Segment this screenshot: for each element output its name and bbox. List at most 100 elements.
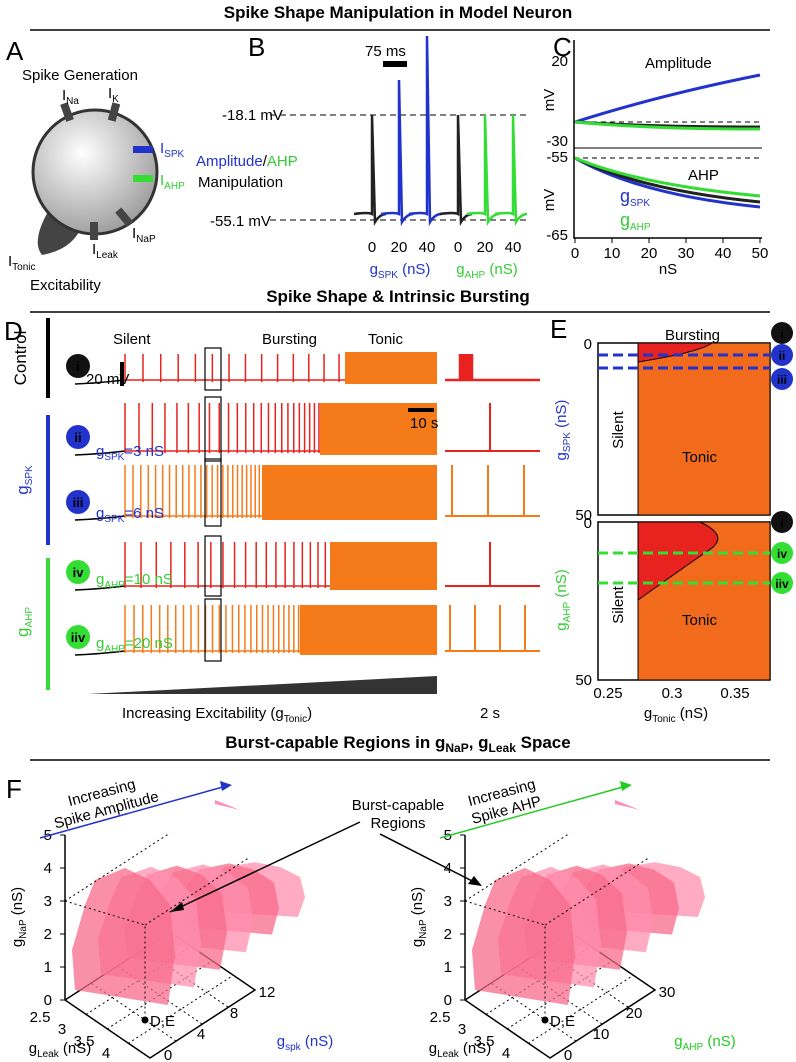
annotation: Burst-capable xyxy=(352,797,445,814)
tick-label: 8 xyxy=(230,1005,238,1022)
arrowhead xyxy=(620,781,632,791)
tick-label: 0 xyxy=(564,1047,572,1062)
panel-letter: E xyxy=(550,314,567,344)
highlight-box xyxy=(204,535,222,597)
label: Bursting xyxy=(665,327,720,344)
marker xyxy=(771,344,793,366)
label-part: (nS) xyxy=(301,1033,334,1050)
marker-label: ii xyxy=(779,349,786,363)
tick-label: 20 xyxy=(477,239,494,256)
tick-label: 50 xyxy=(752,245,769,262)
label: -18.1 mV xyxy=(222,107,283,124)
arrow xyxy=(439,784,631,839)
dendrite xyxy=(37,205,80,255)
traces xyxy=(353,35,528,227)
label: -55.1 mV xyxy=(210,213,271,230)
channel xyxy=(133,175,153,182)
marker-label: iii xyxy=(73,495,84,510)
floor-grid xyxy=(127,975,234,1044)
tick-label: 2.5 xyxy=(430,1009,451,1026)
panel-letter: A xyxy=(6,36,24,66)
label: INaP xyxy=(132,225,156,245)
tick-label: 20 xyxy=(626,1005,643,1022)
snippet xyxy=(445,354,540,382)
marker-label: ii xyxy=(74,430,81,445)
label: ITonic xyxy=(8,253,36,273)
tick-label: 40 xyxy=(419,239,436,256)
axis-label: gLeak (nS) xyxy=(429,1040,492,1060)
label-part: g xyxy=(29,1040,37,1057)
tick-label: 4 xyxy=(502,1045,510,1062)
tick-label: 0 xyxy=(454,239,462,256)
x-ticks: 0 10 20 30 40 50 xyxy=(571,238,769,262)
axis-label: gNaP (nS) xyxy=(409,887,429,947)
curve xyxy=(574,156,761,204)
heading: Spike Shape Manipulation in Model Neuron xyxy=(224,3,573,22)
trace xyxy=(124,542,330,588)
axis-label: gNaP (nS) xyxy=(9,887,29,947)
tick-label: 10 xyxy=(593,1026,610,1043)
tick-label: 0 xyxy=(571,245,579,262)
label: Amplitude/AHP xyxy=(196,153,298,170)
highlight-box xyxy=(204,396,222,462)
tick-label: 12 xyxy=(259,984,276,1001)
label-part: (nS) xyxy=(703,1033,736,1050)
legend: gSPK xyxy=(620,186,650,209)
tick-label: 30 xyxy=(678,245,695,262)
arrow xyxy=(39,784,231,839)
axis-label: gLeak (nS) xyxy=(29,1040,92,1060)
plot-title: Amplitude xyxy=(645,55,712,72)
label: Excitability xyxy=(30,277,101,294)
tonic-block xyxy=(300,605,437,655)
floor-grid xyxy=(506,960,613,1030)
panel-letter: D xyxy=(4,316,23,346)
highlight-box xyxy=(204,347,222,391)
tick-label: 0 xyxy=(444,992,452,1009)
label: IK xyxy=(108,85,119,105)
highlight-box xyxy=(204,458,222,527)
arrow xyxy=(379,833,481,886)
tick-label: 3 xyxy=(58,1021,66,1038)
floor-grid xyxy=(85,946,192,1015)
trace xyxy=(439,114,473,227)
axis-label: gAHP (nS) xyxy=(674,1033,735,1053)
tick-label: 1 xyxy=(444,959,452,976)
label-part: g xyxy=(409,939,426,947)
label-part: Leak xyxy=(37,1049,60,1060)
tick-label: 2 xyxy=(44,926,52,943)
tick-label: 3 xyxy=(444,893,452,910)
tonic-region xyxy=(637,342,771,516)
marker-label: iv xyxy=(73,565,85,580)
label: Tonic xyxy=(368,331,404,348)
panel-letter: F xyxy=(6,774,22,804)
label: IAHP xyxy=(160,172,185,192)
tick-label: 4 xyxy=(197,1026,205,1043)
cell xyxy=(31,108,159,236)
label: Manipulation xyxy=(198,174,283,191)
panel-a: A Spike Generation INa IK ISPK IAHP Ampl… xyxy=(6,36,298,294)
arrowhead xyxy=(468,876,482,886)
label-part: g xyxy=(9,939,26,947)
marker xyxy=(66,425,90,449)
tick-label: 3.5 xyxy=(74,1033,95,1050)
axis-label: Increasing Excitability (gTonic) xyxy=(122,705,312,725)
legend: gAHP xyxy=(620,210,651,233)
floor-grid xyxy=(527,975,634,1044)
marker xyxy=(66,354,90,378)
trace xyxy=(466,114,500,227)
trace xyxy=(124,354,345,382)
guide xyxy=(464,832,651,1020)
tick-label: 0.3 xyxy=(662,685,683,702)
tick-label: 3 xyxy=(44,893,52,910)
marker xyxy=(771,511,793,533)
label-part: (nS) xyxy=(459,1040,492,1057)
arrowhead xyxy=(170,902,184,912)
channel xyxy=(115,207,133,227)
scale-bar xyxy=(383,61,407,67)
label-part: spk xyxy=(285,1042,302,1053)
scale-label: 75 ms xyxy=(365,43,406,60)
axis-label: nS xyxy=(659,261,677,278)
marker xyxy=(66,625,90,649)
curve xyxy=(574,156,761,198)
axis-label: mV xyxy=(541,189,558,212)
